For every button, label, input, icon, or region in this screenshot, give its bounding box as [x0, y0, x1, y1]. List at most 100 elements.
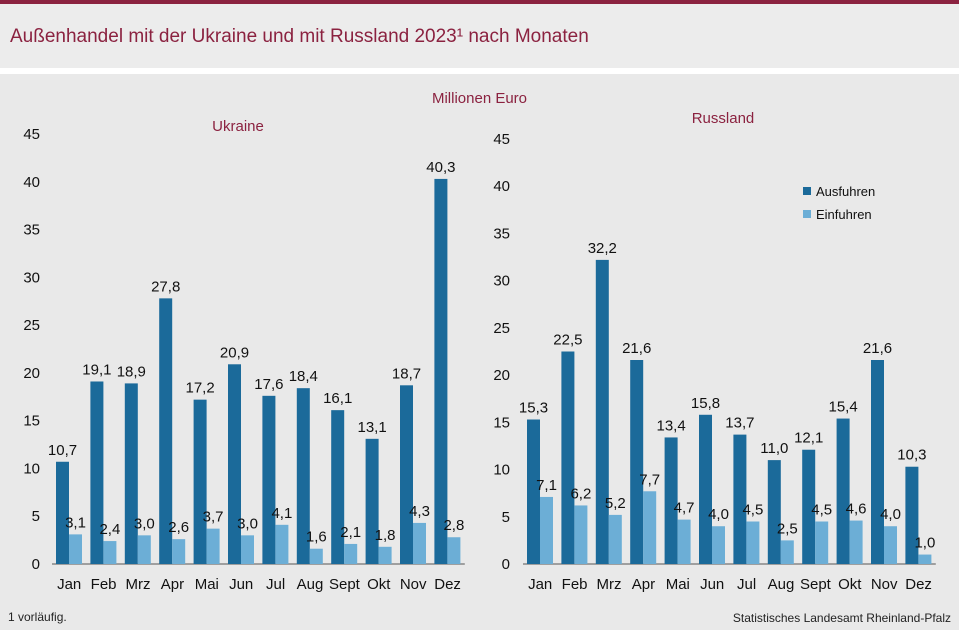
data-label-ausfuhren: 18,4 [289, 368, 318, 385]
x-tick-label: Mrz [126, 576, 151, 593]
data-label-ausfuhren: 20,9 [220, 344, 249, 361]
data-label-ausfuhren: 17,2 [185, 380, 214, 397]
bar-einfuhren [918, 554, 932, 564]
data-label-ausfuhren: 16,1 [323, 390, 352, 407]
bar-ausfuhren [228, 364, 241, 564]
x-tick-label: Okt [838, 576, 862, 593]
data-label-einfuhren: 3,0 [134, 515, 155, 532]
x-tick-label: Nov [871, 576, 898, 593]
page-title: Außenhandel mit der Ukraine und mit Russ… [10, 26, 589, 47]
data-label-einfuhren: 6,2 [570, 485, 591, 502]
data-label-einfuhren: 1,8 [375, 527, 396, 544]
data-label-einfuhren: 1,6 [306, 529, 327, 546]
bar-ausfuhren [159, 298, 173, 564]
data-label-ausfuhren: 22,5 [553, 332, 582, 349]
bar-ausfuhren [836, 418, 850, 564]
bar-einfuhren [309, 548, 323, 564]
legend-label-0: Ausfuhren [816, 184, 875, 199]
bar-ausfuhren [595, 259, 609, 564]
x-tick-label: Sept [800, 576, 832, 593]
y-tick-label: 0 [32, 556, 40, 573]
x-tick-label: Aug [768, 576, 795, 593]
x-tick-label: Aug [297, 576, 324, 593]
bar-einfuhren [413, 522, 426, 564]
data-label-einfuhren: 4,5 [811, 502, 832, 519]
y-tick-label: 45 [23, 126, 40, 143]
data-label-einfuhren: 4,0 [708, 506, 729, 523]
bar-ausfuhren [124, 383, 138, 564]
data-label-ausfuhren: 12,1 [794, 430, 823, 447]
data-label-ausfuhren: 32,2 [588, 240, 617, 257]
x-tick-label: Mai [195, 576, 219, 593]
data-label-einfuhren: 4,3 [409, 503, 430, 520]
x-tick-label: Feb [91, 576, 117, 593]
data-label-ausfuhren: 15,4 [828, 399, 857, 416]
bar-ausfuhren [56, 461, 69, 564]
bar-einfuhren [677, 519, 691, 564]
bar-einfuhren [344, 543, 358, 564]
data-label-ausfuhren: 15,8 [691, 395, 720, 412]
header: Außenhandel mit der Ukraine und mit Russ… [0, 4, 959, 68]
y-tick-label: 35 [493, 225, 510, 242]
data-label-einfuhren: 4,7 [674, 500, 695, 517]
bar-einfuhren [137, 535, 151, 564]
bar-einfuhren [849, 520, 863, 564]
bar-ausfuhren [262, 395, 276, 564]
data-label-einfuhren: 3,1 [65, 514, 86, 531]
bar-ausfuhren [434, 178, 448, 564]
bar-einfuhren [746, 521, 760, 564]
data-label-einfuhren: 4,0 [880, 506, 901, 523]
x-tick-label: Feb [562, 576, 588, 593]
bar-einfuhren [241, 535, 254, 564]
data-label-ausfuhren: 10,3 [897, 447, 926, 464]
y-tick-label: 35 [23, 222, 40, 239]
x-tick-label: Dez [905, 576, 932, 593]
x-tick-label: Apr [161, 576, 184, 593]
top-accent-bar [0, 0, 959, 4]
y-tick-label: 30 [493, 273, 510, 290]
x-tick-label: Jun [700, 576, 724, 593]
data-label-einfuhren: 2,4 [99, 521, 120, 538]
bar-einfuhren [378, 546, 392, 564]
bar-ausfuhren [767, 460, 781, 564]
data-label-ausfuhren: 18,7 [392, 365, 421, 382]
y-tick-label: 5 [32, 508, 40, 525]
y-tick-label: 10 [23, 460, 40, 477]
bar-einfuhren [884, 526, 897, 564]
x-tick-label: Apr [632, 576, 655, 593]
legend-swatch-0 [803, 187, 811, 195]
bar-ausfuhren [331, 410, 345, 564]
bar-ausfuhren [90, 381, 104, 564]
data-label-einfuhren: 7,1 [536, 477, 557, 494]
data-label-ausfuhren: 13,4 [656, 417, 685, 434]
bar-einfuhren [172, 539, 186, 564]
bar-ausfuhren [561, 351, 575, 564]
bar-ausfuhren [400, 385, 413, 564]
bar-ausfuhren [733, 434, 747, 564]
x-tick-label: Jan [57, 576, 81, 593]
data-label-einfuhren: 4,6 [846, 501, 867, 518]
data-label-ausfuhren: 27,8 [151, 278, 180, 295]
y-tick-label: 15 [493, 414, 510, 431]
bar-einfuhren [275, 524, 289, 564]
bar-ausfuhren [630, 360, 644, 564]
x-tick-label: Dez [434, 576, 461, 593]
chart-title-0: Ukraine [212, 118, 264, 135]
data-label-einfuhren: 2,6 [168, 519, 189, 536]
bar-einfuhren [712, 526, 725, 564]
data-label-ausfuhren: 10,7 [48, 442, 77, 459]
data-label-ausfuhren: 15,3 [519, 400, 548, 417]
x-tick-label: Jul [266, 576, 285, 593]
data-label-ausfuhren: 21,6 [622, 340, 651, 357]
data-label-ausfuhren: 18,9 [117, 363, 146, 380]
data-label-ausfuhren: 13,7 [725, 415, 754, 432]
data-label-einfuhren: 2,5 [777, 520, 798, 537]
bar-ausfuhren [871, 360, 884, 564]
bar-ausfuhren [664, 437, 678, 564]
data-label-ausfuhren: 17,6 [254, 376, 283, 393]
legend-swatch-1 [803, 210, 811, 218]
data-label-ausfuhren: 11,0 [760, 440, 788, 457]
unit-label: Millionen Euro [431, 90, 528, 107]
x-tick-label: Jun [229, 576, 253, 593]
